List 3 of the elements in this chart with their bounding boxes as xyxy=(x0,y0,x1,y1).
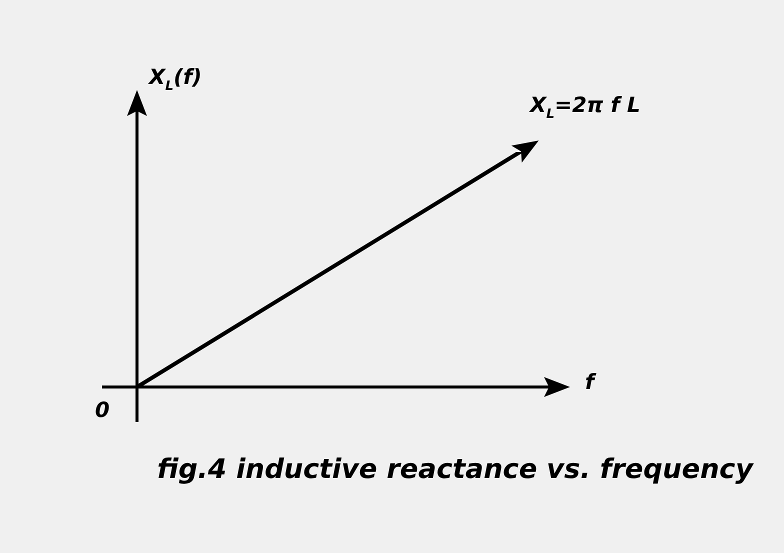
text: 0 xyxy=(95,398,110,422)
text: fig.4 inductive reactance vs. frequency xyxy=(157,454,754,485)
x-axis-title: f xyxy=(585,370,597,394)
